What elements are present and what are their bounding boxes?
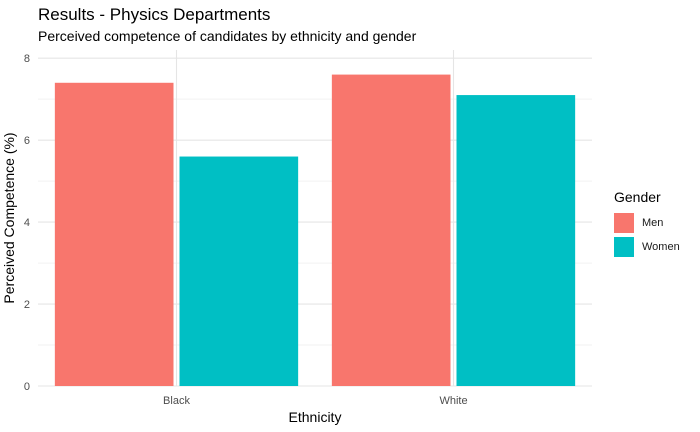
y-tick-label: 6 bbox=[24, 135, 30, 147]
legend-item-women: Women bbox=[614, 235, 680, 259]
y-tick-label: 4 bbox=[24, 217, 30, 229]
legend-swatch-men bbox=[614, 213, 634, 233]
y-tick-label: 0 bbox=[24, 381, 30, 393]
legend-label-men: Men bbox=[642, 217, 664, 229]
x-tick-label: White bbox=[439, 395, 467, 407]
legend: Gender Men Women bbox=[614, 189, 680, 259]
chart-title: Results - Physics Departments bbox=[38, 5, 271, 24]
chart-subtitle: Perceived competence of candidates by et… bbox=[38, 28, 417, 44]
x-axis-title: Ethnicity bbox=[289, 409, 342, 425]
y-tick-label: 2 bbox=[24, 299, 30, 311]
y-tick-label: 8 bbox=[24, 53, 30, 65]
legend-label-women: Women bbox=[642, 241, 680, 253]
legend-swatch-women bbox=[614, 237, 634, 257]
bar-women-black bbox=[179, 156, 299, 386]
legend-title: Gender bbox=[614, 189, 661, 205]
legend-item-men: Men bbox=[614, 211, 680, 235]
bar-women-white bbox=[456, 95, 576, 386]
bar-men-black bbox=[54, 82, 174, 386]
y-axis-title: Perceived Competence (%) bbox=[1, 132, 17, 303]
x-tick-label: Black bbox=[163, 395, 190, 407]
bar-men-white bbox=[331, 74, 451, 387]
